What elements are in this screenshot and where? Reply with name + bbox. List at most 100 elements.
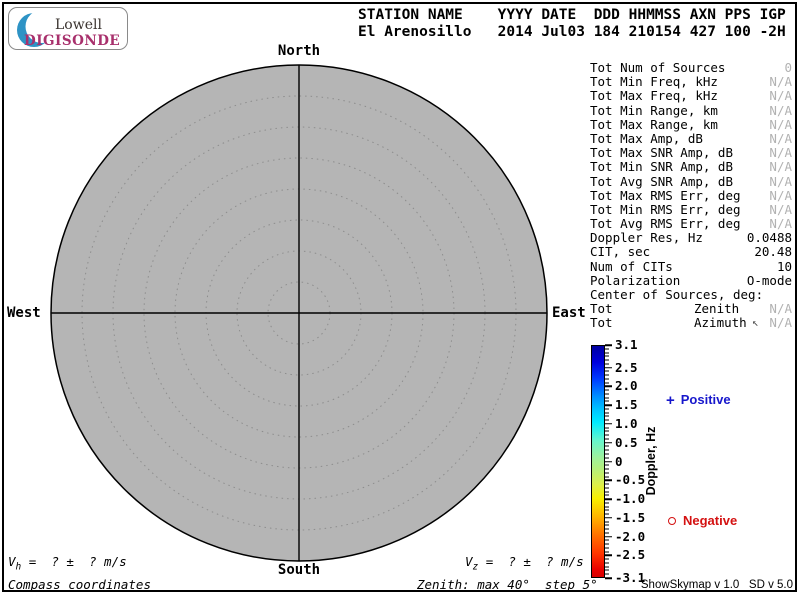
colorbar-minor-tick	[605, 566, 609, 568]
colorbar-minor-tick	[605, 491, 609, 493]
coordinates-note: Compass coordinates	[8, 577, 151, 592]
colorbar-minor-tick	[605, 457, 609, 459]
stat-row: Doppler Res, Hz 0.0488	[590, 230, 792, 246]
colorbar-minor-tick	[605, 434, 609, 436]
stat-value: N/A	[769, 74, 792, 90]
colorbar-tick-label: 2.5	[615, 359, 638, 375]
colorbar-minor-tick	[605, 547, 609, 549]
colorbar-major-tick	[605, 385, 612, 388]
negative-marker-icon	[668, 517, 676, 525]
stat-value: N/A	[769, 301, 792, 317]
legend-positive-label: Positive	[680, 392, 731, 407]
colorbar-minor-tick	[605, 569, 609, 571]
colorbar-major-tick	[605, 460, 612, 463]
stat-value: N/A	[769, 216, 792, 232]
colorbar-minor-tick	[605, 374, 609, 376]
colorbar-minor-tick	[605, 521, 609, 523]
stats-panel: Tot Num of Sources 0 Tot Min Freq, kHz N/A T…	[590, 60, 792, 330]
stat-value: N/A	[769, 102, 792, 118]
colorbar-minor-tick	[605, 453, 609, 455]
colorbar-minor-tick	[605, 483, 609, 485]
compass-label-east: East	[552, 305, 586, 321]
stat-value: N/A	[769, 88, 792, 104]
stat-label: Tot Avg SNR Amp, dB	[590, 173, 733, 189]
vertical-velocity-readout: Vz = ? ± ? m/s	[465, 554, 584, 573]
colorbar-minor-tick	[605, 355, 609, 357]
stat-label: Tot Max SNR Amp, dB	[590, 145, 733, 161]
colorbar-title: Doppler, Hz	[644, 426, 658, 496]
colorbar-minor-tick	[605, 551, 609, 553]
colorbar-minor-tick	[605, 415, 609, 417]
stat-value: N/A	[769, 187, 792, 203]
logo-lowell-text: Lowell	[55, 17, 102, 33]
stat-value: N/A	[769, 145, 792, 161]
colorbar-minor-tick	[605, 543, 609, 545]
colorbar-minor-tick	[605, 528, 609, 530]
colorbar-minor-tick	[605, 408, 609, 410]
colorbar-minor-tick	[605, 449, 609, 451]
colorbar-minor-tick	[605, 430, 609, 432]
software-version-text: ShowSkymap v 1.0 SD v 5.0	[640, 579, 793, 591]
colorbar-minor-tick	[605, 468, 609, 470]
colorbar-minor-tick	[605, 427, 609, 429]
colorbar-minor-tick	[605, 524, 609, 526]
colorbar-major-tick	[605, 498, 612, 500]
stat-label: Tot Max Freq, kHz	[590, 88, 718, 104]
colorbar-minor-tick	[605, 397, 609, 399]
colorbar-major-tick	[605, 554, 612, 557]
stat-label: Num of CITs	[590, 258, 673, 274]
colorbar-minor-tick	[605, 472, 609, 474]
stat-row: Tot Num of Sources 0	[590, 60, 792, 75]
stat-value: N/A	[769, 201, 792, 217]
colorbar-tick-label: 1.5	[615, 397, 638, 413]
colorbar-minor-tick	[605, 476, 609, 478]
colorbar-minor-tick	[605, 573, 609, 575]
compass-label-west: West	[7, 305, 41, 321]
colorbar-tick-label: -3.1	[615, 570, 646, 586]
stat-row: Polarization O-mode	[590, 272, 792, 288]
stat-label: Tot Min RMS Err, deg	[590, 201, 741, 217]
stat-sublabel: Zenith	[694, 301, 740, 317]
stat-row: Tot Azimuth ↖ N/A	[590, 315, 792, 331]
stat-label: Tot	[590, 315, 613, 331]
horizontal-velocity-readout: Vh = ? ± ? m/s	[8, 554, 127, 573]
colorbar-minor-tick	[605, 464, 609, 466]
colorbar-tick-label: 2.0	[615, 378, 638, 394]
colorbar-minor-tick	[605, 558, 609, 560]
stat-row: Tot Min Range, km N/A	[590, 102, 792, 118]
colorbar-minor-tick	[605, 562, 609, 564]
colorbar-minor-tick	[605, 348, 609, 350]
colorbar-minor-tick	[605, 393, 609, 395]
colorbar-tick-label: -2.5	[615, 547, 646, 563]
stat-row: Tot Max RMS Err, deg N/A	[590, 187, 792, 203]
stat-label: Polarization	[590, 272, 681, 288]
stat-row: Tot Max Range, km N/A	[590, 116, 792, 132]
colorbar-minor-tick	[605, 352, 609, 354]
colorbar-minor-tick	[605, 419, 609, 421]
stat-label: Tot Max RMS Err, deg	[590, 187, 741, 203]
compass-label-north: North	[277, 43, 321, 59]
stat-value: N/A	[769, 159, 792, 175]
colorbar-minor-tick	[605, 513, 609, 515]
colorbar-minor-tick	[605, 506, 609, 508]
stat-label: Doppler Res, Hz	[590, 230, 703, 246]
stat-value: N/A	[769, 173, 792, 189]
stat-label: Tot Avg RMS Err, deg	[590, 216, 741, 232]
colorbar-major-tick	[605, 517, 612, 519]
stat-value: O-mode	[746, 272, 792, 288]
stat-label: Tot	[590, 301, 613, 317]
stat-row: Tot Avg RMS Err, deg N/A	[590, 216, 792, 232]
colorbar-minor-tick	[605, 382, 609, 384]
colorbar-minor-tick	[605, 487, 609, 489]
stat-value: N/A	[769, 116, 792, 132]
stat-label: Tot Num of Sources	[590, 60, 726, 75]
stat-row: Tot Max Freq, kHz N/A	[590, 88, 792, 104]
stat-value: N/A	[769, 315, 792, 331]
header-column-titles: STATION NAME YYYY DATE DDD HHMMSS AXN PP…	[358, 7, 786, 23]
colorbar-major-tick	[605, 577, 612, 579]
colorbar-major-tick	[605, 479, 612, 482]
legend-negative: Negative	[668, 513, 737, 528]
stat-label: Center of Sources, deg:	[590, 287, 764, 302]
colorbar-major-tick	[605, 404, 612, 406]
